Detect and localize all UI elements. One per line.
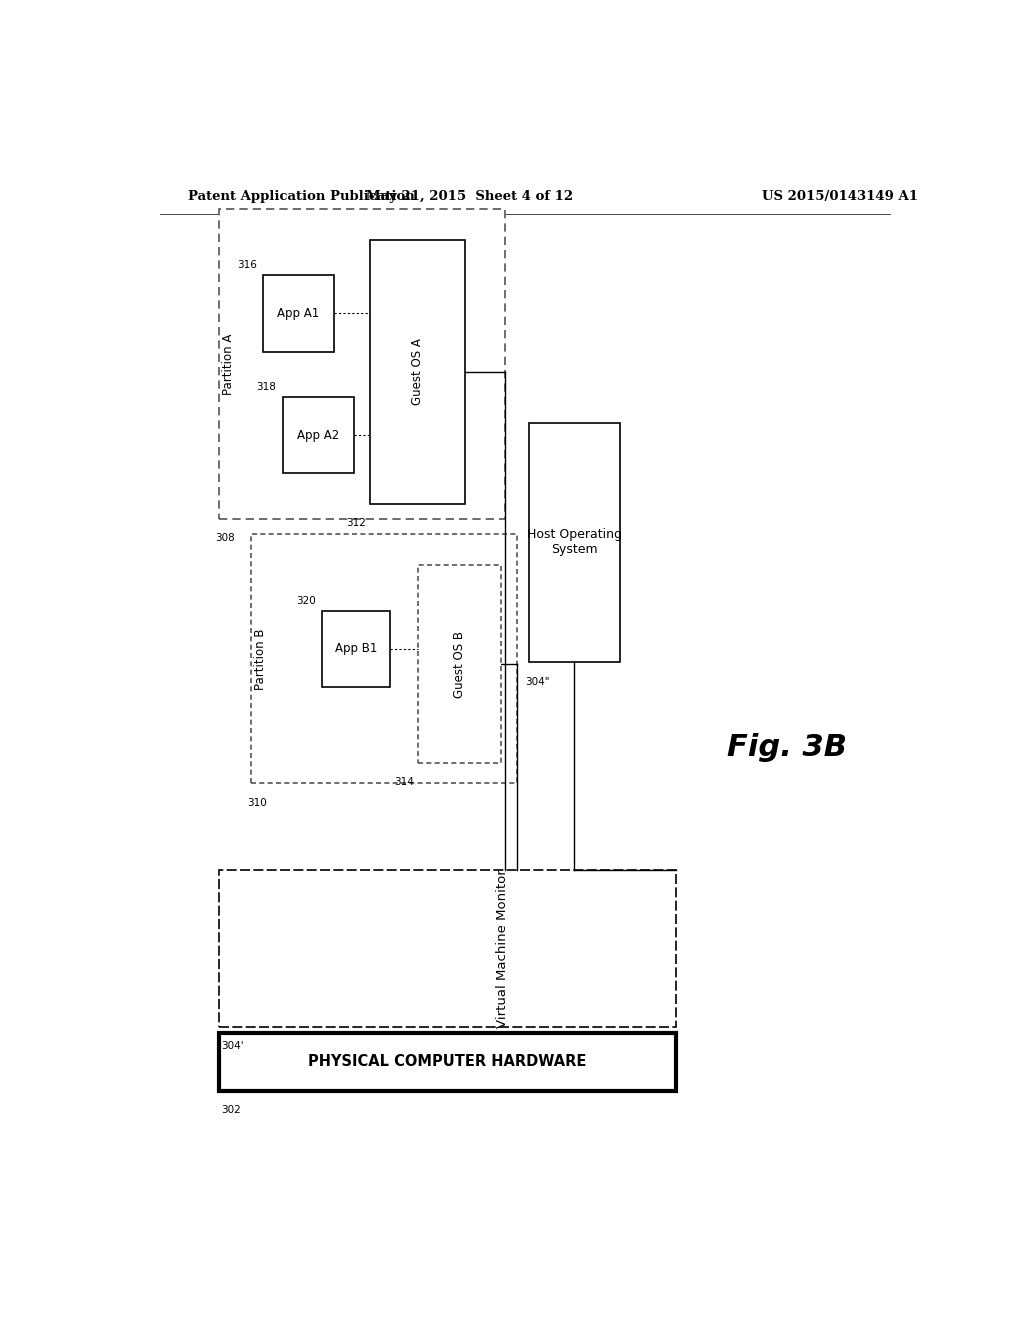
Text: 302: 302 <box>221 1105 242 1114</box>
Text: 316: 316 <box>237 260 257 271</box>
Text: Host Operating
System: Host Operating System <box>527 528 622 556</box>
FancyBboxPatch shape <box>283 397 354 474</box>
Text: May 21, 2015  Sheet 4 of 12: May 21, 2015 Sheet 4 of 12 <box>366 190 572 202</box>
Text: US 2015/0143149 A1: US 2015/0143149 A1 <box>762 190 918 202</box>
Text: 308: 308 <box>215 533 236 544</box>
Text: 304': 304' <box>221 1040 245 1051</box>
Text: 314: 314 <box>394 777 414 788</box>
Text: 310: 310 <box>247 797 267 808</box>
FancyBboxPatch shape <box>219 1032 676 1092</box>
FancyBboxPatch shape <box>251 535 517 784</box>
Text: Guest OS A: Guest OS A <box>412 338 424 405</box>
Text: Fig. 3B: Fig. 3B <box>727 734 847 763</box>
FancyBboxPatch shape <box>219 210 505 519</box>
Text: 312: 312 <box>346 519 367 528</box>
FancyBboxPatch shape <box>370 240 465 504</box>
Text: 304": 304" <box>524 677 549 686</box>
Text: PHYSICAL COMPUTER HARDWARE: PHYSICAL COMPUTER HARDWARE <box>308 1055 587 1069</box>
Text: Guest OS B: Guest OS B <box>453 631 466 697</box>
Text: App A2: App A2 <box>297 429 340 442</box>
Text: Virtual Machine Monitor: Virtual Machine Monitor <box>496 870 509 1028</box>
Text: Partition A: Partition A <box>222 334 236 395</box>
FancyBboxPatch shape <box>219 870 676 1027</box>
Text: App B1: App B1 <box>335 643 378 655</box>
Text: 318: 318 <box>257 383 276 392</box>
FancyBboxPatch shape <box>528 422 620 661</box>
Text: Patent Application Publication: Patent Application Publication <box>187 190 415 202</box>
Text: App A1: App A1 <box>278 308 319 319</box>
FancyBboxPatch shape <box>263 276 334 351</box>
FancyBboxPatch shape <box>323 611 390 686</box>
Text: 320: 320 <box>296 595 316 606</box>
Text: Partition B: Partition B <box>254 628 267 690</box>
FancyBboxPatch shape <box>418 565 501 763</box>
